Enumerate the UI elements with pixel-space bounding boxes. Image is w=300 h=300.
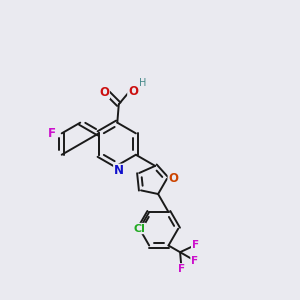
Text: O: O [128,85,138,98]
Text: H: H [139,79,147,88]
Text: O: O [168,172,178,185]
Text: F: F [191,256,198,266]
Text: Cl: Cl [134,224,146,233]
Text: F: F [192,240,199,250]
Text: F: F [178,264,185,274]
Text: N: N [114,164,124,177]
Text: F: F [48,127,56,140]
Text: O: O [99,85,109,99]
